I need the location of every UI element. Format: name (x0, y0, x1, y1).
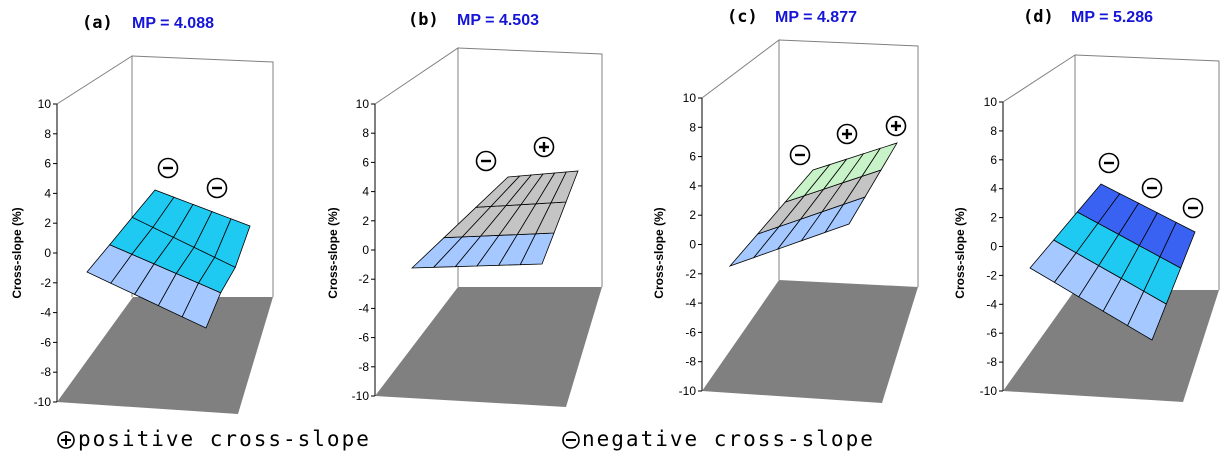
y-axis-label: Cross-slope (%) (326, 207, 340, 298)
z-tick-label: -2 (40, 276, 51, 290)
z-tick-label: 8 (990, 124, 997, 138)
z-tick-label: 0 (689, 238, 696, 252)
z-tick-label: 2 (44, 216, 51, 230)
z-tick-label: 6 (44, 157, 51, 171)
legend-positive: positive cross-slope (57, 427, 371, 451)
surface-mesh (86, 189, 251, 329)
z-tick-label: -8 (986, 355, 997, 369)
z-tick-label: 2 (362, 214, 369, 228)
z-tick-label: -2 (986, 268, 997, 282)
minus-circle-icon (1141, 177, 1163, 199)
panel-title: MP = 4.877 (775, 9, 857, 26)
z-tick-label: -2 (685, 267, 696, 281)
surface-mesh (1029, 183, 1196, 341)
z-tick-label: 6 (990, 153, 997, 167)
chart-panel-3: 10 8 6 4 2 0 -2 -4 -6 -8 -10 (c) MP = 4.877 Cross-slo… (652, 7, 919, 403)
z-tick-label: -6 (986, 326, 997, 340)
z-tick-label: 8 (689, 120, 696, 134)
back-wall-right (131, 55, 274, 297)
legend-negative: negative cross-slope (562, 427, 875, 451)
legend-positive-label: positive cross-slope (78, 427, 371, 451)
minus-circle-icon (789, 144, 811, 166)
z-tick-label: 4 (362, 185, 369, 199)
surface-cell (214, 218, 251, 268)
z-tick-label: -4 (986, 297, 997, 311)
z-tick-label: 4 (689, 179, 696, 193)
legend: positive cross-slope negative cross-slop… (57, 427, 875, 451)
back-wall-right (1074, 54, 1220, 290)
surface-cell (1159, 221, 1196, 269)
surface-cell (550, 170, 579, 204)
y-axis-label: Cross-slope (%) (652, 207, 666, 298)
minus-circle-icon (157, 157, 179, 179)
z-tick-label: -8 (685, 355, 696, 369)
minus-circle-icon (1098, 152, 1120, 174)
plus-circle-icon (533, 136, 555, 158)
minus-circle-icon (1182, 197, 1204, 219)
minus-circle-icon (206, 177, 228, 199)
chart-panel-1: 10 8 6 4 2 0 -2 -4 -6 -8 -10 (a) MP = 4.088 Cross-slo… (10, 13, 274, 414)
plus-circle-icon (57, 431, 75, 449)
plus-circle-icon (836, 123, 858, 145)
z-tick-label: 10 (683, 91, 697, 105)
z-tick-label: -6 (358, 331, 369, 345)
chart-panel-4: 10 8 6 4 2 0 -2 -4 -6 -8 -10 (d) MP = 5.286 Cross-slo… (953, 7, 1220, 402)
chart-panel-2: 10 8 6 4 2 0 -2 -4 -6 -8 -10 (b) MP = 4.503 Cross-slo… (326, 10, 603, 407)
z-tick-label: -10 (679, 384, 697, 398)
floor-plane (57, 297, 273, 414)
z-tick-label: 8 (44, 127, 51, 141)
z-tick-label: -6 (685, 325, 696, 339)
z-tick-label: -8 (358, 360, 369, 374)
z-tick-label: -6 (40, 335, 51, 349)
panel-label: (d) (1023, 7, 1054, 27)
y-axis-label: Cross-slope (%) (953, 207, 967, 298)
z-tick-label: -2 (358, 272, 369, 286)
floor-plane (1003, 290, 1219, 402)
z-tick-label: -4 (40, 306, 51, 320)
z-tick-label: 0 (990, 240, 997, 254)
plus-circle-icon (885, 115, 907, 137)
panel-title: MP = 4.503 (457, 12, 539, 29)
z-tick-label: 6 (362, 155, 369, 169)
minus-circle-icon (475, 150, 497, 172)
z-tick-label: 10 (356, 97, 370, 111)
panel-label: (a) (82, 13, 113, 33)
back-wall-right (778, 39, 919, 287)
z-tick-label: -4 (685, 296, 696, 310)
panel-title: MP = 5.286 (1071, 9, 1153, 26)
panel-label: (c) (727, 7, 758, 27)
z-tick-label: -10 (34, 395, 52, 409)
back-wall-right (457, 47, 603, 287)
z-tick-label: 6 (689, 150, 696, 164)
panel-label: (b) (408, 10, 439, 30)
z-tick-label: -4 (358, 301, 369, 315)
z-tick-label: 8 (362, 126, 369, 140)
surface-mesh (728, 142, 898, 267)
z-tick-label: 0 (362, 243, 369, 257)
plus-circle-icon-glyph (61, 435, 71, 445)
floor-plane (702, 280, 918, 403)
minus-circle-icon (562, 431, 580, 449)
panel-title: MP = 4.088 (132, 15, 214, 32)
z-tick-label: -10 (352, 389, 370, 403)
z-tick-label: 2 (990, 211, 997, 225)
legend-negative-label: negative cross-slope (582, 427, 875, 451)
floor-plane (375, 287, 602, 407)
z-tick-label: -8 (40, 365, 51, 379)
y-axis-label: Cross-slope (%) (10, 207, 24, 298)
surface-cell (860, 142, 898, 178)
z-tick-label: -10 (980, 384, 998, 398)
z-tick-label: 2 (689, 208, 696, 222)
z-tick-label: 0 (44, 246, 51, 260)
z-tick-label: 4 (44, 186, 51, 200)
z-tick-label: 10 (984, 95, 998, 109)
z-tick-label: 4 (990, 182, 997, 196)
surface-mesh (410, 170, 579, 269)
z-tick-label: 10 (38, 97, 52, 111)
